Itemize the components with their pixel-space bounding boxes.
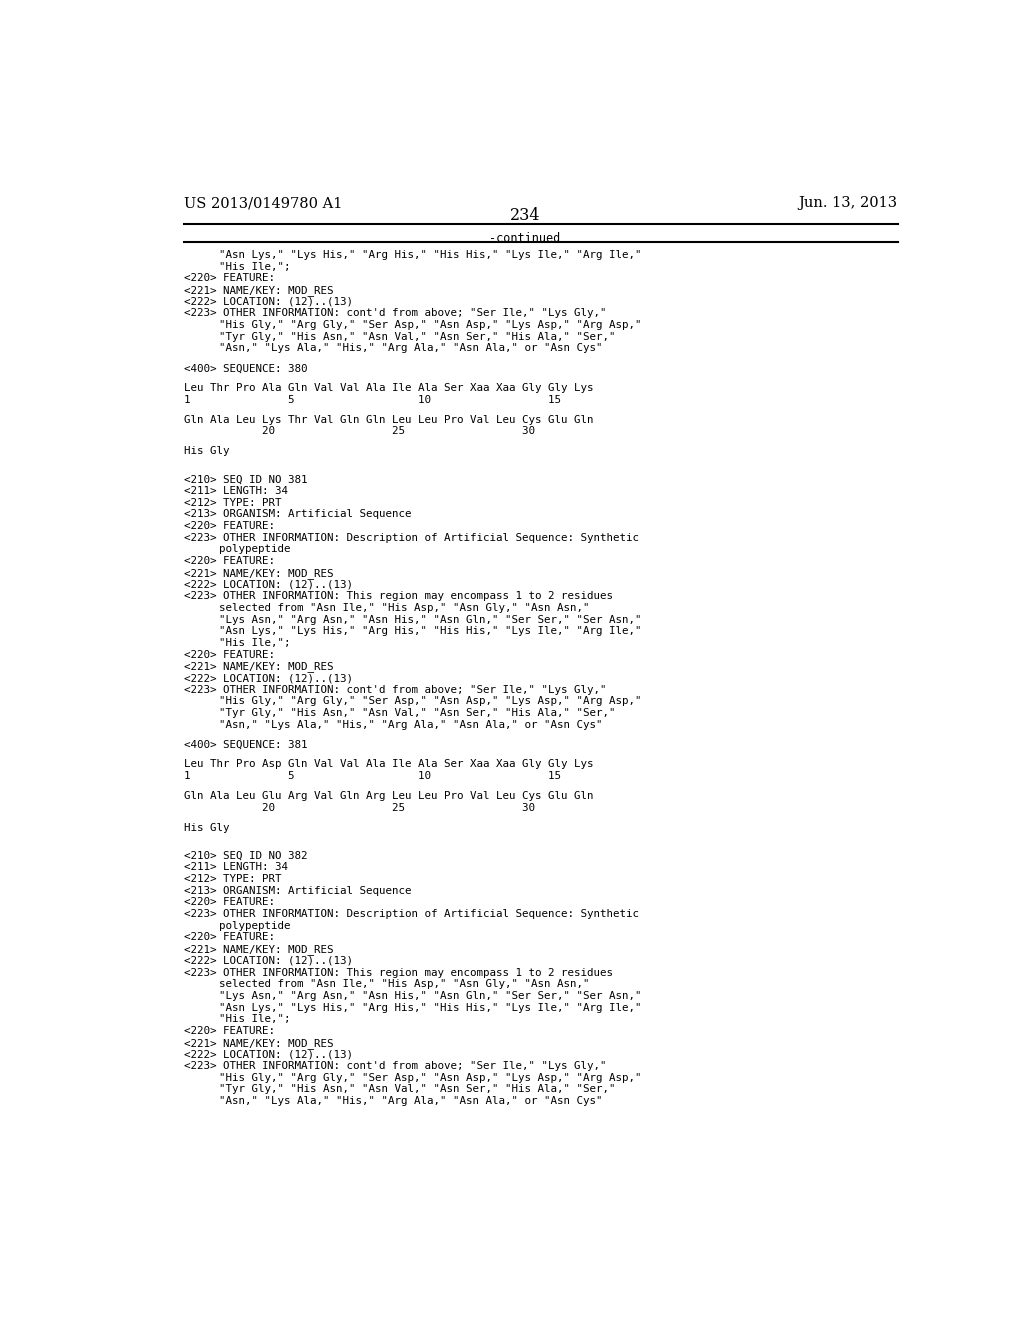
Text: "Asn Lys," "Lys His," "Arg His," "His His," "Lys Ile," "Arg Ile,": "Asn Lys," "Lys His," "Arg His," "His Hi…: [219, 249, 642, 260]
Text: <223> OTHER INFORMATION: cont'd from above; "Ser Ile," "Lys Gly,": <223> OTHER INFORMATION: cont'd from abo…: [183, 685, 606, 694]
Text: <222> LOCATION: (12)..(13): <222> LOCATION: (12)..(13): [183, 1049, 352, 1060]
Text: "His Ile,";: "His Ile,";: [219, 261, 291, 272]
Text: <212> TYPE: PRT: <212> TYPE: PRT: [183, 498, 281, 508]
Text: <222> LOCATION: (12)..(13): <222> LOCATION: (12)..(13): [183, 956, 352, 966]
Text: <222> LOCATION: (12)..(13): <222> LOCATION: (12)..(13): [183, 673, 352, 682]
Text: <220> FEATURE:: <220> FEATURE:: [183, 932, 274, 942]
Text: selected from "Asn Ile," "His Asp," "Asn Gly," "Asn Asn,": selected from "Asn Ile," "His Asp," "Asn…: [219, 603, 590, 612]
Text: US 2013/0149780 A1: US 2013/0149780 A1: [183, 195, 342, 210]
Text: <400> SEQUENCE: 380: <400> SEQUENCE: 380: [183, 363, 307, 374]
Text: <210> SEQ ID NO 382: <210> SEQ ID NO 382: [183, 850, 307, 861]
Text: <221> NAME/KEY: MOD_RES: <221> NAME/KEY: MOD_RES: [183, 661, 333, 672]
Text: -continued: -continued: [489, 231, 560, 244]
Text: "Asn," "Lys Ala," "His," "Arg Ala," "Asn Ala," or "Asn Cys": "Asn," "Lys Ala," "His," "Arg Ala," "Asn…: [219, 343, 603, 354]
Text: <222> LOCATION: (12)..(13): <222> LOCATION: (12)..(13): [183, 579, 352, 590]
Text: "Asn Lys," "Lys His," "Arg His," "His His," "Lys Ile," "Arg Ile,": "Asn Lys," "Lys His," "Arg His," "His Hi…: [219, 1003, 642, 1012]
Text: Gln Ala Leu Lys Thr Val Gln Gln Leu Leu Pro Val Leu Cys Glu Gln: Gln Ala Leu Lys Thr Val Gln Gln Leu Leu …: [183, 414, 593, 425]
Text: <220> FEATURE:: <220> FEATURE:: [183, 556, 274, 566]
Text: "His Gly," "Arg Gly," "Ser Asp," "Asn Asp," "Lys Asp," "Arg Asp,": "His Gly," "Arg Gly," "Ser Asp," "Asn As…: [219, 697, 642, 706]
Text: "Tyr Gly," "His Asn," "Asn Val," "Asn Ser," "His Ala," "Ser,": "Tyr Gly," "His Asn," "Asn Val," "Asn Se…: [219, 708, 615, 718]
Text: <223> OTHER INFORMATION: cont'd from above; "Ser Ile," "Lys Gly,": <223> OTHER INFORMATION: cont'd from abo…: [183, 309, 606, 318]
Text: "Lys Asn," "Arg Asn," "Asn His," "Asn Gln," "Ser Ser," "Ser Asn,": "Lys Asn," "Arg Asn," "Asn His," "Asn Gl…: [219, 991, 642, 1001]
Text: <223> OTHER INFORMATION: Description of Artificial Sequence: Synthetic: <223> OTHER INFORMATION: Description of …: [183, 909, 639, 919]
Text: "Tyr Gly," "His Asn," "Asn Val," "Asn Ser," "His Ala," "Ser,": "Tyr Gly," "His Asn," "Asn Val," "Asn Se…: [219, 1085, 615, 1094]
Text: 234: 234: [510, 207, 540, 224]
Text: <213> ORGANISM: Artificial Sequence: <213> ORGANISM: Artificial Sequence: [183, 510, 411, 519]
Text: 1               5                   10                  15: 1 5 10 15: [183, 395, 560, 405]
Text: Jun. 13, 2013: Jun. 13, 2013: [799, 195, 898, 210]
Text: 20                  25                  30: 20 25 30: [183, 803, 535, 813]
Text: 1               5                   10                  15: 1 5 10 15: [183, 771, 560, 781]
Text: polypeptide: polypeptide: [219, 544, 291, 554]
Text: <213> ORGANISM: Artificial Sequence: <213> ORGANISM: Artificial Sequence: [183, 886, 411, 896]
Text: 20                  25                  30: 20 25 30: [183, 426, 535, 437]
Text: <222> LOCATION: (12)..(13): <222> LOCATION: (12)..(13): [183, 297, 352, 306]
Text: His Gly: His Gly: [183, 822, 229, 833]
Text: <220> FEATURE:: <220> FEATURE:: [183, 649, 274, 660]
Text: <223> OTHER INFORMATION: cont'd from above; "Ser Ile," "Lys Gly,": <223> OTHER INFORMATION: cont'd from abo…: [183, 1061, 606, 1071]
Text: <220> FEATURE:: <220> FEATURE:: [183, 1026, 274, 1036]
Text: <221> NAME/KEY: MOD_RES: <221> NAME/KEY: MOD_RES: [183, 568, 333, 578]
Text: "Asn," "Lys Ala," "His," "Arg Ala," "Asn Ala," or "Asn Cys": "Asn," "Lys Ala," "His," "Arg Ala," "Asn…: [219, 1096, 603, 1106]
Text: <220> FEATURE:: <220> FEATURE:: [183, 273, 274, 284]
Text: "His Gly," "Arg Gly," "Ser Asp," "Asn Asp," "Lys Asp," "Arg Asp,": "His Gly," "Arg Gly," "Ser Asp," "Asn As…: [219, 319, 642, 330]
Text: <212> TYPE: PRT: <212> TYPE: PRT: [183, 874, 281, 884]
Text: "His Ile,";: "His Ile,";: [219, 638, 291, 648]
Text: "His Ile,";: "His Ile,";: [219, 1014, 291, 1024]
Text: <221> NAME/KEY: MOD_RES: <221> NAME/KEY: MOD_RES: [183, 944, 333, 956]
Text: selected from "Asn Ile," "His Asp," "Asn Gly," "Asn Asn,": selected from "Asn Ile," "His Asp," "Asn…: [219, 979, 590, 989]
Text: <223> OTHER INFORMATION: Description of Artificial Sequence: Synthetic: <223> OTHER INFORMATION: Description of …: [183, 533, 639, 543]
Text: <400> SEQUENCE: 381: <400> SEQUENCE: 381: [183, 739, 307, 750]
Text: "Lys Asn," "Arg Asn," "Asn His," "Asn Gln," "Ser Ser," "Ser Asn,": "Lys Asn," "Arg Asn," "Asn His," "Asn Gl…: [219, 615, 642, 624]
Text: <210> SEQ ID NO 381: <210> SEQ ID NO 381: [183, 474, 307, 484]
Text: "Tyr Gly," "His Asn," "Asn Val," "Asn Ser," "His Ala," "Ser,": "Tyr Gly," "His Asn," "Asn Val," "Asn Se…: [219, 331, 615, 342]
Text: Gln Ala Leu Glu Arg Val Gln Arg Leu Leu Pro Val Leu Cys Glu Gln: Gln Ala Leu Glu Arg Val Gln Arg Leu Leu …: [183, 791, 593, 801]
Text: <223> OTHER INFORMATION: This region may encompass 1 to 2 residues: <223> OTHER INFORMATION: This region may…: [183, 591, 612, 601]
Text: "Asn Lys," "Lys His," "Arg His," "His His," "Lys Ile," "Arg Ile,": "Asn Lys," "Lys His," "Arg His," "His Hi…: [219, 626, 642, 636]
Text: <223> OTHER INFORMATION: This region may encompass 1 to 2 residues: <223> OTHER INFORMATION: This region may…: [183, 968, 612, 978]
Text: <221> NAME/KEY: MOD_RES: <221> NAME/KEY: MOD_RES: [183, 1038, 333, 1048]
Text: <220> FEATURE:: <220> FEATURE:: [183, 521, 274, 531]
Text: <220> FEATURE:: <220> FEATURE:: [183, 898, 274, 907]
Text: "His Gly," "Arg Gly," "Ser Asp," "Asn Asp," "Lys Asp," "Arg Asp,": "His Gly," "Arg Gly," "Ser Asp," "Asn As…: [219, 1073, 642, 1082]
Text: "Asn," "Lys Ala," "His," "Arg Ala," "Asn Ala," or "Asn Cys": "Asn," "Lys Ala," "His," "Arg Ala," "Asn…: [219, 719, 603, 730]
Text: His Gly: His Gly: [183, 446, 229, 457]
Text: <211> LENGTH: 34: <211> LENGTH: 34: [183, 486, 288, 496]
Text: polypeptide: polypeptide: [219, 921, 291, 931]
Text: Leu Thr Pro Ala Gln Val Val Ala Ile Ala Ser Xaa Xaa Gly Gly Lys: Leu Thr Pro Ala Gln Val Val Ala Ile Ala …: [183, 383, 593, 393]
Text: Leu Thr Pro Asp Gln Val Val Ala Ile Ala Ser Xaa Xaa Gly Gly Lys: Leu Thr Pro Asp Gln Val Val Ala Ile Ala …: [183, 759, 593, 770]
Text: <211> LENGTH: 34: <211> LENGTH: 34: [183, 862, 288, 873]
Text: <221> NAME/KEY: MOD_RES: <221> NAME/KEY: MOD_RES: [183, 285, 333, 296]
